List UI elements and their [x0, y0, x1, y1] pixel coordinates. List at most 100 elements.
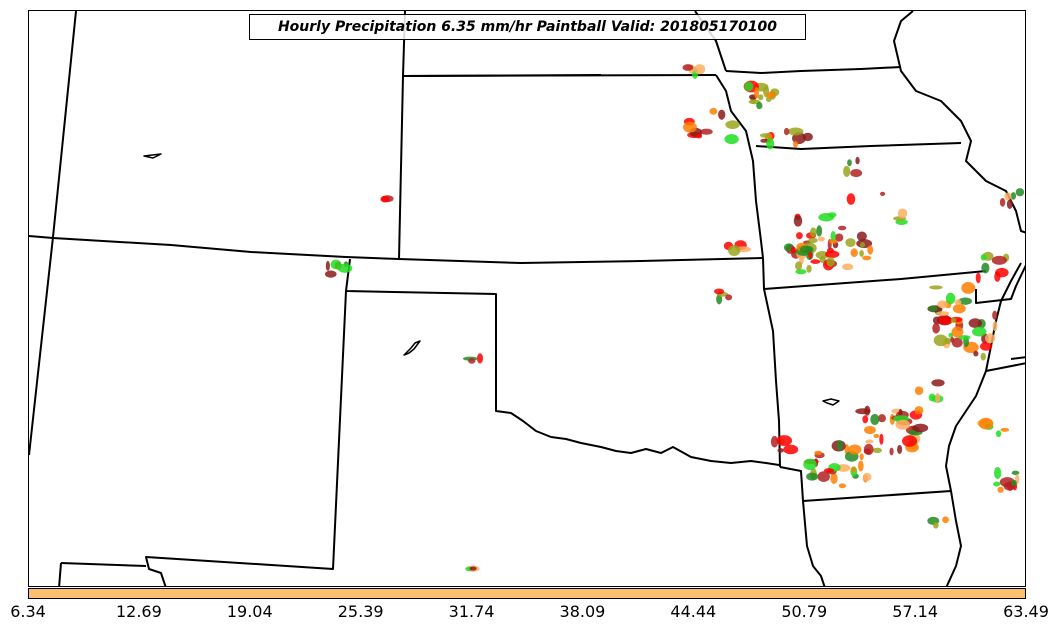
paintball-blob — [979, 342, 993, 351]
paintball-blob — [792, 140, 799, 148]
paintball-blob — [709, 107, 718, 115]
paintball-blob — [938, 315, 953, 326]
paintball-blob — [993, 481, 1001, 487]
paintball-blob — [718, 109, 726, 120]
paintball-blob — [942, 516, 949, 524]
paintball-blob — [863, 425, 876, 435]
paintball-blob — [872, 447, 882, 454]
colorbar-tick-label: 50.79 — [781, 602, 828, 621]
paintball-blob — [999, 198, 1006, 207]
paintball-blob — [855, 156, 860, 165]
paintball-blob — [826, 257, 835, 267]
border-line — [29, 11, 77, 456]
paintball-blob — [816, 225, 823, 237]
paintball-blob — [793, 215, 803, 227]
paintball-blob — [770, 435, 779, 448]
paintball-blob — [856, 231, 867, 242]
paintball-blob — [880, 191, 886, 196]
paintball-blob — [945, 337, 951, 345]
paintball-blob — [808, 237, 818, 243]
lake-shape — [143, 153, 162, 159]
paintball-blob — [1000, 427, 1010, 432]
paintball-blob — [873, 433, 880, 439]
paintball-blob — [879, 433, 884, 445]
paintball-blob — [958, 297, 973, 305]
paintball-blob — [724, 134, 739, 145]
paintball-blob — [795, 261, 803, 271]
paintball-blob — [858, 460, 864, 472]
paintball-blob — [754, 87, 760, 99]
paintball-blob — [914, 386, 924, 395]
paintball-blob — [834, 233, 844, 242]
paintball-blob — [897, 208, 908, 219]
paintball-blob — [997, 486, 1004, 493]
paintball-blob — [975, 272, 981, 284]
paintball-blob — [802, 132, 813, 142]
border-line — [402, 74, 602, 77]
border-line — [763, 270, 987, 290]
paintball-blob — [865, 439, 874, 444]
paintball-blob — [809, 227, 817, 238]
paintball-blob — [766, 91, 776, 99]
paintball-blob — [980, 254, 987, 261]
border-line — [779, 466, 826, 586]
paintball-blob — [728, 245, 741, 257]
paintball-blob — [931, 379, 945, 387]
border-line — [1010, 356, 1025, 360]
precipitation-paintballs — [324, 64, 1025, 572]
paintball-blob — [783, 444, 799, 455]
paintball-blob — [936, 311, 950, 316]
paintball-blob — [993, 467, 1002, 479]
border-line — [985, 362, 1025, 372]
paintball-blob — [950, 317, 957, 323]
colorbar-ticks: 6.34 12.69 19.04 25.39 31.74 38.09 44.44 50.79 5… — [0, 600, 1060, 630]
paintball-blob — [476, 353, 484, 364]
border-line — [762, 257, 781, 468]
paintball-blob — [870, 413, 880, 426]
colorbar-tick-label: 19.04 — [226, 602, 273, 621]
paintball-blob — [933, 521, 939, 529]
paintball-blob — [984, 333, 996, 344]
paintball-blob — [682, 64, 694, 71]
paintball-blob — [864, 405, 871, 416]
paintball-blob — [999, 477, 1015, 488]
map-title: Hourly Precipitation 6.35 mm/hr Paintbal… — [249, 14, 806, 40]
border-line — [345, 258, 780, 466]
paintball-blob — [823, 468, 835, 473]
border-line — [893, 11, 1025, 234]
paintball-blob — [682, 121, 697, 133]
paintball-blob — [927, 305, 938, 312]
lake-shape — [403, 340, 421, 356]
paintball-blob — [968, 318, 983, 329]
paintball-blob — [981, 262, 990, 274]
paintball-blob — [837, 225, 847, 231]
border-line — [715, 74, 764, 259]
paintball-blob — [961, 282, 976, 294]
paintball-blob — [795, 269, 807, 275]
paintball-blob — [862, 255, 872, 261]
map-panel — [28, 10, 1026, 587]
paintball-blob — [902, 435, 918, 447]
paintball-blob — [796, 232, 803, 240]
paintball-blob — [929, 285, 943, 290]
paintball-blob — [716, 294, 723, 305]
paintball-blob — [973, 350, 979, 357]
paintball-blob — [830, 472, 838, 484]
paintball-blob — [912, 423, 929, 433]
paintball-blob — [863, 443, 874, 455]
paintball-blob — [945, 292, 956, 305]
paintball-blob — [895, 419, 911, 430]
paintball-blob — [817, 471, 830, 482]
colorbar-tick-label: 12.69 — [115, 602, 162, 621]
colorbar-tick-label: 38.09 — [559, 602, 606, 621]
border-line — [29, 235, 347, 258]
paintball-blob — [851, 466, 856, 473]
paintball-blob — [951, 337, 963, 348]
paintball-blob — [1010, 192, 1017, 200]
paintball-blob — [725, 120, 740, 130]
paintball-blob — [838, 483, 847, 489]
paintball-blob — [790, 246, 797, 254]
border-line — [58, 562, 62, 586]
paintball-blob — [859, 249, 864, 257]
paintball-blob — [950, 336, 955, 343]
